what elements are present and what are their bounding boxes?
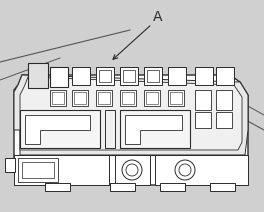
- Polygon shape: [14, 75, 248, 155]
- Bar: [122, 92, 134, 104]
- Bar: [50, 90, 66, 106]
- Bar: [74, 92, 86, 104]
- Bar: [120, 67, 138, 85]
- Bar: [168, 90, 184, 106]
- Text: A: A: [153, 10, 163, 24]
- Bar: [210, 183, 235, 191]
- Bar: [144, 90, 160, 106]
- Bar: [160, 183, 185, 191]
- Bar: [195, 67, 213, 85]
- Bar: [18, 158, 58, 182]
- Bar: [144, 67, 162, 85]
- Bar: [5, 158, 15, 172]
- Bar: [155, 155, 248, 185]
- Circle shape: [175, 160, 195, 180]
- Bar: [170, 92, 182, 104]
- Bar: [50, 67, 68, 87]
- Bar: [115, 155, 150, 185]
- Bar: [72, 90, 88, 106]
- Bar: [22, 162, 54, 178]
- Polygon shape: [20, 77, 242, 150]
- Polygon shape: [14, 75, 248, 185]
- Bar: [72, 67, 90, 85]
- Bar: [216, 67, 234, 85]
- Bar: [98, 92, 110, 104]
- Bar: [146, 92, 158, 104]
- Bar: [20, 110, 100, 148]
- Bar: [99, 70, 111, 82]
- Bar: [14, 155, 109, 185]
- Polygon shape: [25, 115, 90, 144]
- Bar: [195, 112, 211, 128]
- Polygon shape: [125, 115, 182, 144]
- Bar: [28, 63, 48, 88]
- Bar: [168, 67, 186, 85]
- Bar: [216, 90, 232, 110]
- Bar: [45, 183, 70, 191]
- Bar: [52, 92, 64, 104]
- Bar: [105, 110, 115, 148]
- Bar: [147, 70, 159, 82]
- Bar: [120, 90, 136, 106]
- Bar: [96, 67, 114, 85]
- Circle shape: [122, 160, 142, 180]
- Bar: [216, 112, 232, 128]
- Bar: [120, 110, 190, 148]
- Bar: [195, 90, 211, 110]
- Bar: [123, 70, 135, 82]
- Bar: [96, 90, 112, 106]
- Bar: [110, 183, 135, 191]
